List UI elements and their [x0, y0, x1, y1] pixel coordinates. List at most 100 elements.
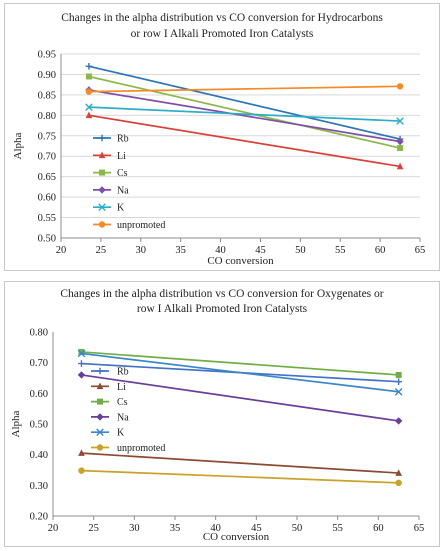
- legend-label: unpromoted: [117, 220, 165, 231]
- legend-entry: Cs: [93, 168, 128, 179]
- x-tick-label: 25: [96, 245, 107, 256]
- x-tick-label: 50: [292, 523, 303, 534]
- x-axis-label: CO conversion: [207, 255, 274, 267]
- y-tick-label: 0.55: [38, 213, 56, 224]
- legend-label: K: [117, 203, 125, 214]
- data-point: [397, 145, 404, 152]
- y-tick-label: 0.85: [38, 90, 56, 101]
- data-point: [396, 162, 404, 170]
- y-tick-label: 0.70: [30, 358, 48, 369]
- data-point: [396, 117, 404, 125]
- x-tick-label: 60: [373, 523, 384, 534]
- series-k: [77, 349, 403, 396]
- x-tick-label: 40: [215, 245, 226, 256]
- series-line: [81, 352, 399, 393]
- series-line: [88, 106, 401, 122]
- legend-entry: unpromoted: [91, 443, 165, 454]
- x-tick-label: 25: [88, 523, 99, 534]
- legend-marker: [96, 413, 104, 421]
- oxygenates-chart: Changes in the alpha distribution vs CO …: [10, 288, 424, 543]
- series-line: [81, 374, 399, 422]
- legend-entry: Na: [91, 412, 129, 423]
- x-tick-label: 20: [56, 245, 67, 256]
- data-point: [395, 378, 402, 385]
- legend-marker: [98, 134, 106, 142]
- y-tick-label: 0.70: [38, 152, 56, 163]
- hydrocarbons-chart: Changes in the alpha distribution vs CO …: [12, 12, 426, 267]
- legend-marker: [98, 203, 106, 211]
- series-line: [81, 351, 399, 376]
- y-tick-label: 0.30: [30, 481, 48, 492]
- x-tick-label: 45: [251, 523, 262, 534]
- series-line: [81, 452, 399, 474]
- y-tick-label: 0.90: [38, 70, 56, 81]
- y-tick-label: 0.40: [30, 450, 48, 461]
- legend-marker: [98, 221, 106, 228]
- y-tick-label: 0.60: [30, 389, 48, 400]
- series-line: [88, 114, 401, 168]
- data-point: [395, 479, 402, 487]
- data-point: [78, 348, 85, 355]
- series-na: [77, 371, 403, 425]
- data-point: [78, 467, 85, 474]
- data-point: [396, 137, 404, 146]
- series-cs: [78, 348, 402, 378]
- legend-marker: [98, 186, 106, 194]
- x-tick-label: 40: [210, 523, 221, 534]
- legend-marker: [96, 444, 104, 451]
- series-unpromoted: [78, 467, 402, 487]
- series-li: [85, 111, 404, 170]
- x-tick-label: 65: [415, 245, 426, 256]
- data-point: [395, 469, 402, 476]
- series-cs: [85, 73, 404, 152]
- legend-label: Na: [117, 412, 129, 423]
- x-axis-label: CO conversion: [203, 531, 270, 543]
- legend-entry: Li: [93, 151, 126, 162]
- chart-title-line: or row I Alkali Promoted Iron Catalysts: [131, 28, 314, 40]
- y-axis-label: Alpha: [10, 410, 22, 437]
- legend-label: Cs: [117, 168, 128, 179]
- legend-entry: unpromoted: [93, 220, 165, 231]
- x-tick-label: 35: [175, 245, 186, 256]
- x-tick-label: 20: [48, 523, 59, 534]
- legend-entry: K: [93, 203, 125, 214]
- x-tick-label: 30: [136, 245, 147, 256]
- data-point: [394, 417, 403, 425]
- legend-label: Rb: [117, 367, 129, 378]
- legend-label: K: [117, 428, 125, 439]
- chart-title-line: row I Alkali Promoted Iron Catalysts: [137, 303, 308, 315]
- legend-entry: Rb: [93, 134, 129, 145]
- y-tick-label: 0.75: [38, 131, 56, 142]
- legend-entry: Na: [93, 185, 129, 196]
- legend-entry: Li: [91, 382, 126, 393]
- data-point: [78, 449, 85, 456]
- data-point: [85, 111, 93, 119]
- x-tick-label: 50: [295, 245, 306, 256]
- legend-label: Li: [117, 382, 126, 393]
- series-line: [88, 85, 401, 93]
- y-axis-label: Alpha: [12, 132, 24, 159]
- series-line: [88, 75, 401, 149]
- series-li: [78, 449, 402, 476]
- data-point: [396, 83, 404, 90]
- series-line: [88, 89, 401, 143]
- oxygenates-chart-panel: Changes in the alpha distribution vs CO …: [4, 281, 440, 547]
- y-tick-label: 0.80: [38, 111, 56, 122]
- chart-title-line: Changes in the alpha distribution vs CO …: [60, 288, 383, 300]
- data-point: [85, 103, 93, 111]
- data-point: [85, 62, 93, 70]
- x-tick-label: 60: [375, 245, 386, 256]
- data-point: [78, 360, 85, 367]
- legend-marker: [98, 151, 106, 159]
- data-point: [77, 349, 86, 358]
- series-line: [81, 469, 399, 484]
- legend-marker: [96, 428, 104, 436]
- data-point: [395, 371, 402, 378]
- x-tick-label: 55: [332, 523, 343, 534]
- y-tick-label: 0.95: [38, 50, 56, 61]
- legend-label: Rb: [117, 134, 129, 145]
- legend-marker: [97, 398, 103, 405]
- legend-marker: [96, 367, 104, 375]
- x-tick-label: 30: [129, 523, 140, 534]
- legend-marker: [96, 382, 104, 390]
